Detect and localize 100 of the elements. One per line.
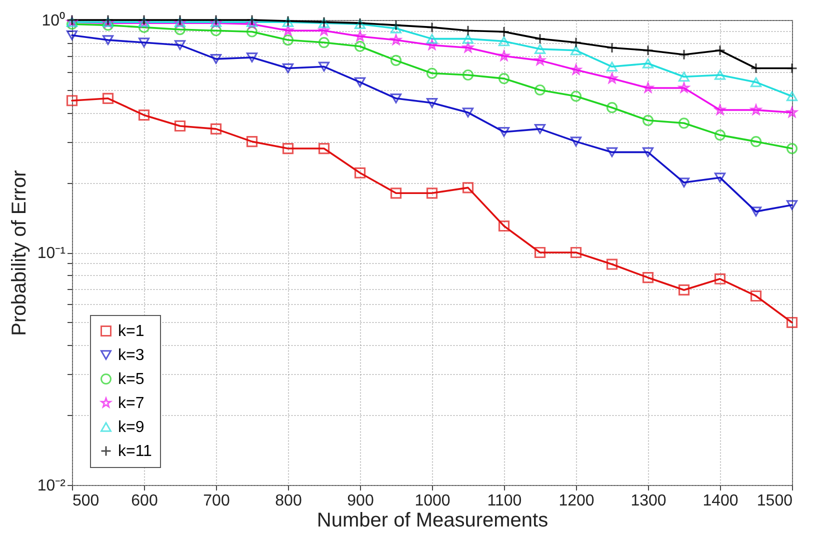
y-tick-label: 10⁻¹ (37, 245, 66, 262)
point (210, 123, 222, 134)
point (498, 50, 510, 61)
x-tick-label: 800 (275, 492, 302, 510)
x-tick-label: 1100 (487, 492, 522, 510)
point (390, 34, 402, 45)
point (570, 64, 582, 75)
legend-label: k=3 (118, 347, 144, 364)
point (354, 40, 366, 52)
point (678, 118, 690, 129)
point (498, 220, 510, 232)
point (174, 40, 186, 50)
point (678, 82, 690, 93)
point (498, 36, 510, 46)
point (318, 142, 330, 154)
point (66, 95, 78, 106)
point (462, 182, 474, 194)
x-tick-label: 500 (72, 492, 100, 510)
point (786, 200, 798, 210)
point (210, 54, 222, 64)
point (606, 73, 618, 84)
x-tick-label: 1300 (630, 492, 666, 510)
point (102, 35, 114, 45)
point (246, 136, 258, 148)
point (678, 178, 690, 188)
point (282, 63, 294, 74)
y-tick-label: 10⁻² (37, 478, 66, 494)
point (714, 104, 726, 115)
point (786, 62, 798, 74)
point (498, 73, 510, 84)
legend-label: k=7 (118, 395, 144, 412)
point (498, 26, 510, 38)
point (570, 90, 582, 102)
point (102, 92, 114, 104)
point (282, 25, 294, 36)
point (462, 25, 474, 36)
point (606, 258, 618, 270)
point (426, 68, 438, 79)
point (390, 188, 402, 199)
point (714, 70, 726, 80)
point (642, 147, 654, 158)
point (462, 69, 474, 81)
point (606, 147, 618, 158)
legend-label: k=9 (118, 419, 144, 436)
point (318, 62, 330, 72)
point (786, 106, 798, 118)
point (282, 34, 294, 46)
x-tick-label: 1200 (558, 492, 594, 510)
point (174, 24, 186, 36)
point (426, 40, 438, 50)
point (390, 24, 402, 34)
point (642, 58, 654, 68)
point (606, 62, 618, 72)
point (426, 22, 438, 33)
y-tick-label: 10⁰ (42, 12, 66, 30)
point (570, 136, 582, 146)
y-axis-title: Probability of Error (8, 170, 30, 336)
point (714, 273, 726, 284)
point (642, 44, 654, 56)
point (354, 30, 366, 42)
point (786, 91, 798, 102)
point (390, 20, 402, 31)
point (138, 110, 150, 121)
point (426, 188, 438, 199)
point (606, 102, 618, 114)
x-tick-label: 700 (203, 492, 230, 510)
point (714, 130, 726, 141)
point (462, 42, 474, 52)
point (786, 143, 798, 154)
x-tick-label: 900 (347, 492, 374, 510)
point (246, 26, 258, 38)
point (174, 120, 186, 132)
point (282, 142, 294, 154)
x-tick-label: 1500 (756, 492, 793, 510)
point (534, 84, 546, 96)
point (534, 124, 546, 134)
point (750, 136, 762, 148)
point (318, 25, 330, 36)
legend-label: k=11 (118, 443, 152, 460)
point (534, 44, 546, 54)
x-axis-title: Number of Measurements (316, 510, 548, 532)
point (390, 94, 402, 104)
point (678, 49, 690, 60)
point (678, 284, 690, 296)
point (642, 114, 654, 126)
point (390, 54, 402, 66)
point (714, 44, 726, 56)
point (750, 206, 762, 216)
point (462, 108, 474, 118)
point (426, 34, 438, 44)
point (570, 45, 582, 56)
point (138, 38, 150, 48)
legend-label: k=1 (118, 323, 144, 340)
point (66, 30, 78, 40)
legend-label: k=5 (118, 371, 144, 388)
point (534, 54, 546, 66)
point (354, 167, 366, 178)
x-tick-label: 1000 (414, 492, 450, 510)
point (570, 36, 582, 48)
point (606, 42, 618, 54)
